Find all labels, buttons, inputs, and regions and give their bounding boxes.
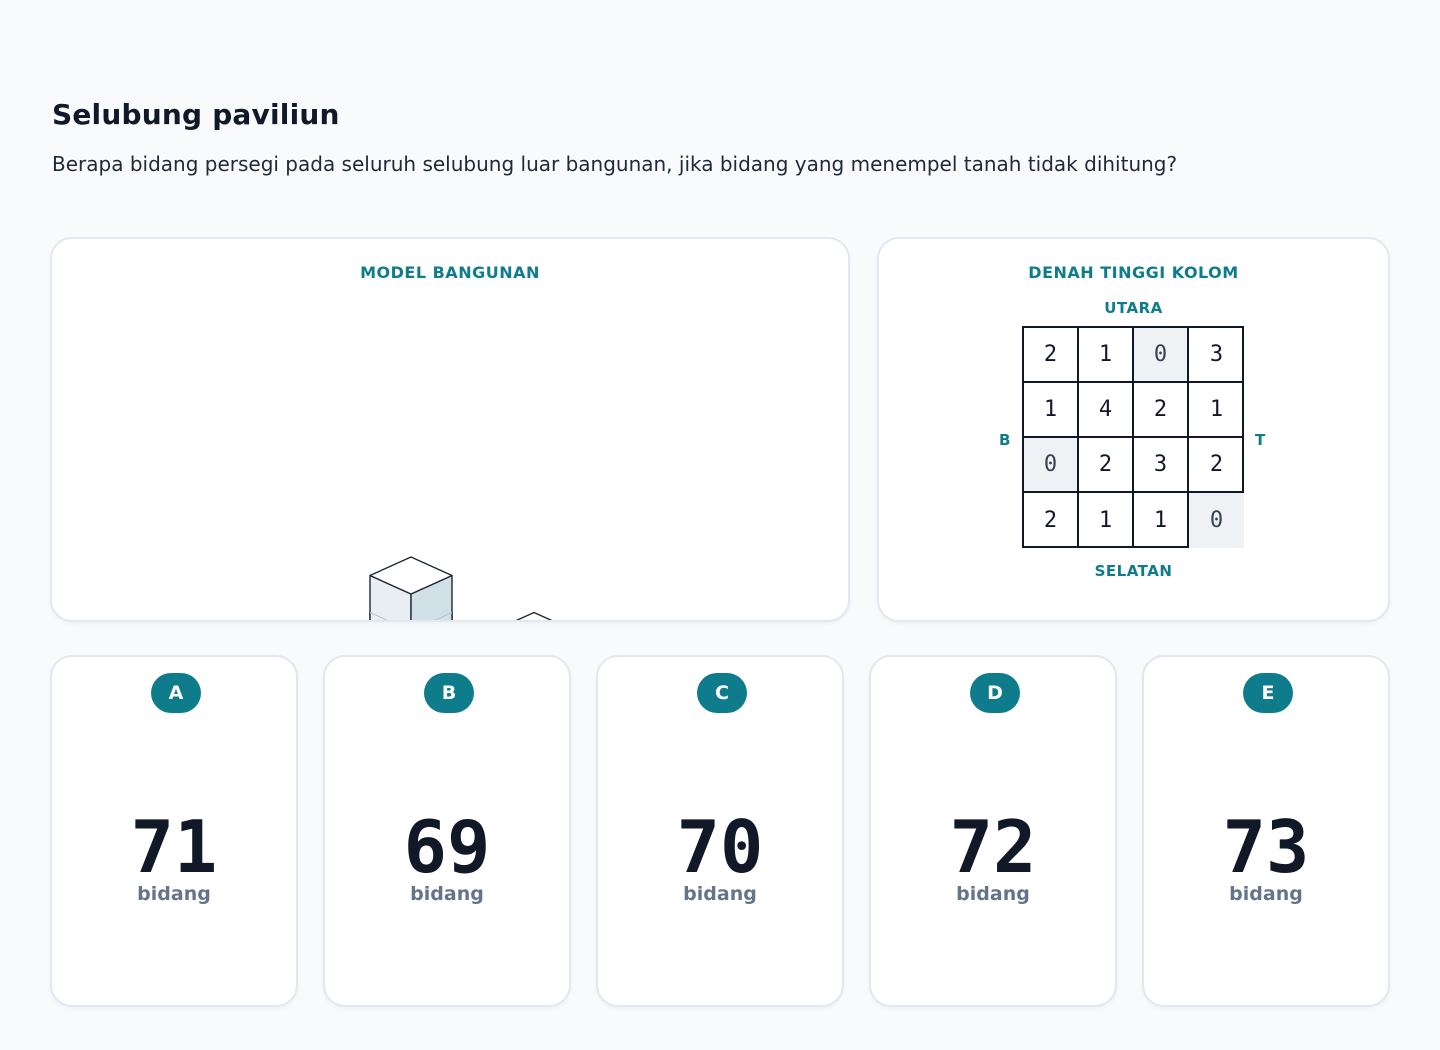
option-value: 69 — [403, 805, 491, 889]
cube-seam-line — [369, 612, 388, 620]
height-cell: 0 — [1189, 493, 1244, 548]
option-card-b[interactable]: B 69 bidang — [323, 655, 571, 1007]
height-cell: 1 — [1189, 383, 1244, 438]
page-title: Selubung paviliun — [52, 98, 340, 131]
compass-south: SELATAN — [1094, 562, 1173, 580]
option-unit: bidang — [137, 883, 211, 905]
option-letter-badge: C — [697, 673, 747, 713]
height-cell: 2 — [1189, 438, 1244, 493]
option-unit: bidang — [1229, 883, 1303, 905]
height-cell: 2 — [1024, 493, 1079, 548]
isometric-building — [369, 556, 553, 620]
height-cell: 3 — [1134, 438, 1189, 493]
height-cell: 1 — [1024, 383, 1079, 438]
height-cell: 1 — [1079, 328, 1134, 383]
option-unit: bidang — [956, 883, 1030, 905]
option-value: 73 — [1222, 805, 1310, 889]
height-cell: 2 — [1079, 438, 1134, 493]
cube-seam-line — [434, 612, 453, 620]
question-text: Berapa bidang persegi pada seluruh selub… — [52, 152, 1178, 176]
option-card-a[interactable]: A 71 bidang — [50, 655, 298, 1007]
height-cell: 1 — [1134, 493, 1189, 548]
option-card-e[interactable]: E 73 bidang — [1142, 655, 1390, 1007]
height-cell: 0 — [1024, 438, 1079, 493]
option-card-c[interactable]: C 70 bidang — [596, 655, 844, 1007]
height-cell: 3 — [1189, 328, 1244, 383]
compass-west: B — [999, 431, 1011, 449]
option-letter-badge: A — [151, 673, 201, 713]
option-value: 72 — [949, 805, 1037, 889]
model-panel-title: MODEL BANGUNAN — [360, 263, 540, 282]
option-letter-badge: E — [1243, 673, 1293, 713]
option-value: 70 — [676, 805, 764, 889]
height-cell: 4 — [1079, 383, 1134, 438]
compass-east: T — [1255, 431, 1266, 449]
plan-panel-title: DENAH TINGGI KOLOM — [1028, 263, 1239, 282]
height-cell: 0 — [1134, 328, 1189, 383]
compass-north: UTARA — [1104, 299, 1163, 317]
height-cell: 1 — [1079, 493, 1134, 548]
option-card-d[interactable]: D 72 bidang — [869, 655, 1117, 1007]
cube-top-face — [515, 611, 553, 620]
height-cell: 2 — [1134, 383, 1189, 438]
height-cell: 2 — [1024, 328, 1079, 383]
option-value: 71 — [130, 805, 218, 889]
option-unit: bidang — [683, 883, 757, 905]
option-unit: bidang — [410, 883, 484, 905]
cube-top-face — [369, 556, 453, 595]
model-panel: MODEL BANGUNAN — [50, 237, 850, 622]
option-letter-badge: D — [970, 673, 1020, 713]
option-letter-badge: B — [424, 673, 474, 713]
